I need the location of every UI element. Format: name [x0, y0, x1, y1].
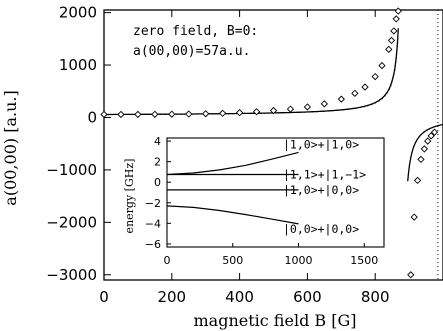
- inset-y-tick-label: −2: [145, 197, 161, 210]
- y-tick-label: −1000: [46, 161, 97, 179]
- x-tick-label: 0: [99, 288, 109, 306]
- data-point-diamond: [430, 128, 439, 136]
- inset-plot-area: |1,0>+|1,0> |1,1>+|1,−1>|1,0>+|0,0> |0,0>+…: [166, 137, 366, 236]
- inset-state-label: |0,0>+|0,0>: [283, 222, 359, 236]
- plot-frame: [103, 9, 443, 281]
- inset-x-tick-label: 0: [164, 254, 171, 267]
- data-point-diamond: [286, 105, 295, 113]
- data-point-diamond: [320, 100, 328, 108]
- main-plot-area: [100, 7, 443, 279]
- data-point-diamond: [219, 109, 227, 117]
- x-tick-label: 800: [361, 288, 390, 306]
- x-tick-label: 400: [225, 288, 254, 306]
- inset-frame: [166, 137, 385, 248]
- data-point-diamond: [168, 110, 176, 118]
- inset-y-tick-label: 2: [154, 156, 161, 169]
- theory-curve-below-resonance: [104, 28, 399, 116]
- zero-field-note-line-1: zero field, B=0:: [133, 24, 258, 39]
- x-tick-label: 200: [157, 288, 186, 306]
- data-point-diamond: [387, 36, 396, 45]
- data-point-diamond: [424, 137, 432, 145]
- data-point-diamond: [202, 110, 210, 118]
- inset-state-label: |1,0>+|0,0>: [283, 183, 359, 197]
- data-point-diamond: [407, 271, 415, 279]
- data-point-diamond: [385, 45, 393, 53]
- y-tick-label: 1000: [59, 56, 97, 74]
- data-point-diamond: [371, 72, 379, 81]
- inset-energy-curve: [166, 205, 299, 225]
- data-point-diamond: [420, 145, 428, 153]
- zero-field-note-line-2: a(00,00)=57a.u.: [133, 44, 250, 59]
- data-point-diamond: [303, 103, 312, 111]
- inset-y-tick-label: −6: [145, 238, 161, 251]
- x-tick-label: 600: [293, 288, 322, 306]
- data-point-diamond: [410, 213, 418, 221]
- inset-chart: 0 500 1000 1500 4 2 0 −2 −4 −6 |1,0>+|1,0> |1,1>+|…: [123, 135, 385, 267]
- y-tick-label: 2000: [59, 4, 97, 22]
- data-point-diamond: [390, 27, 398, 35]
- data-point-diamond: [351, 89, 359, 97]
- inset-y-tick-label: 0: [154, 176, 161, 189]
- inset-energy-curve: [166, 151, 299, 176]
- data-point-diamond: [100, 110, 108, 119]
- data-point-diamond: [392, 15, 400, 23]
- data-point-diamond: [185, 110, 193, 118]
- data-point-diamond: [394, 7, 402, 15]
- y-tick-label: −3000: [46, 266, 97, 284]
- data-point-diamond: [151, 110, 159, 118]
- inset-state-label: |1,1>+|1,−1>: [283, 168, 366, 182]
- y-tick-label: −2000: [46, 213, 97, 231]
- inset-axes: 0 500 1000 1500 4 2 0 −2 −4 −6: [145, 135, 378, 267]
- inset-x-tick-label: 1000: [285, 254, 313, 267]
- y-axis-label: a(00,00) [a.u.]: [1, 90, 20, 205]
- theory-curve-above-resonance: [407, 123, 443, 182]
- inset-x-tick-label: 500: [222, 254, 243, 267]
- data-point-diamond: [427, 132, 435, 140]
- inset-state-label: |1,0>+|1,0>: [283, 137, 359, 151]
- data-point-diamond: [417, 155, 425, 164]
- data-point-diamond: [413, 176, 422, 185]
- data-point-diamond: [117, 110, 125, 119]
- inset-y-axis-label: energy [GHz]: [123, 159, 136, 234]
- data-point-diamond: [252, 108, 261, 116]
- y-tick-label: 0: [87, 108, 97, 126]
- inset-y-tick-label: 4: [154, 135, 161, 148]
- data-point-diamond: [378, 61, 386, 70]
- data-point-diamond: [235, 109, 244, 117]
- inset-x-tick-label: 1500: [350, 254, 378, 267]
- inset-y-tick-label: −4: [145, 217, 161, 230]
- data-point-diamond: [337, 95, 345, 103]
- data-point-diamond: [134, 110, 142, 119]
- data-point-diamond: [361, 83, 369, 91]
- data-point-diamond: [269, 106, 278, 115]
- x-axis-label: magnetic field B [G]: [193, 311, 356, 330]
